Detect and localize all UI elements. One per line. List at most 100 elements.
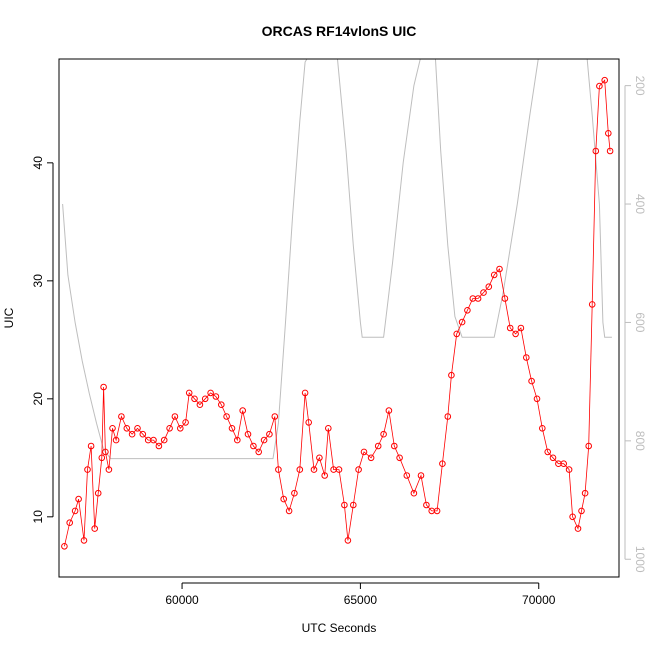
- uic-point: [458, 318, 466, 326]
- uic-point: [581, 489, 589, 497]
- uic-point: [80, 537, 88, 544]
- uic-point: [444, 413, 452, 420]
- uic-point: [350, 501, 357, 509]
- uic-point: [433, 507, 441, 515]
- uic-point: [506, 324, 514, 332]
- uic-point: [592, 147, 600, 155]
- uic-point: [605, 130, 612, 137]
- uic-point: [305, 419, 313, 426]
- y-tick-label: 10: [31, 510, 45, 524]
- uic-point: [166, 425, 173, 432]
- uic-point: [528, 377, 535, 385]
- uic-point: [533, 395, 541, 403]
- x-tick-label: 60000: [165, 593, 199, 607]
- uic-point: [109, 425, 116, 432]
- uic-point: [341, 501, 348, 509]
- uic-point: [501, 295, 509, 302]
- uic-point: [228, 425, 236, 432]
- uic-point: [578, 507, 585, 515]
- uic-point: [385, 407, 393, 414]
- uic-point: [155, 442, 163, 450]
- uic-point: [464, 307, 471, 314]
- uic-point: [123, 425, 131, 432]
- uic-point: [75, 495, 82, 503]
- uic-point: [391, 442, 398, 450]
- uic-point: [280, 495, 288, 503]
- uic-point: [335, 466, 343, 473]
- y-axis-label: UIC: [2, 307, 16, 328]
- uic-point: [196, 401, 204, 409]
- y-tick-label: 20: [31, 392, 45, 406]
- uic-point: [380, 430, 387, 438]
- y2-tick-label: 200: [633, 76, 647, 96]
- pressure-line: [62, 59, 612, 460]
- uic-point: [574, 525, 582, 532]
- axes: 60000 65000 70000 10 20 30 40 200 400 600 800 1000: [31, 76, 647, 607]
- uic-point: [601, 76, 609, 84]
- plot-frame: [58, 58, 620, 578]
- uic-point: [218, 401, 225, 409]
- uic-point: [403, 472, 411, 479]
- uic-point: [439, 460, 446, 468]
- uic-point: [565, 466, 573, 473]
- uic-point: [569, 513, 576, 521]
- uic-point: [66, 519, 73, 527]
- uic-point: [171, 413, 179, 420]
- uic-point: [606, 147, 614, 155]
- y2-tick-label: 1000: [633, 546, 647, 573]
- uic-point: [160, 436, 168, 444]
- uic-point: [291, 489, 298, 497]
- uic-point: [100, 383, 107, 391]
- uic-point: [87, 442, 95, 450]
- uic-point: [234, 436, 241, 444]
- uic-point: [453, 330, 461, 338]
- uic-point: [485, 283, 493, 291]
- uic-point: [480, 289, 487, 296]
- chart-title: ORCAS RF14vlonS UIC: [262, 23, 417, 39]
- uic-point: [496, 265, 503, 273]
- x-axis-label: UTC Seconds: [302, 621, 377, 635]
- uic-point: [544, 448, 552, 456]
- uic-point: [177, 425, 184, 432]
- uic-point: [596, 82, 603, 90]
- uic-point: [61, 543, 68, 550]
- uic-point: [423, 501, 430, 509]
- uic-point: [84, 466, 91, 473]
- uic-point: [102, 448, 109, 456]
- uic-point: [94, 489, 102, 497]
- uic-point: [128, 430, 136, 438]
- x-tick-label: 70000: [522, 593, 556, 607]
- uic-point: [316, 454, 323, 462]
- uic-point: [344, 537, 352, 544]
- uic-point: [271, 413, 279, 420]
- uic-point: [275, 466, 282, 473]
- uic-point: [474, 295, 482, 302]
- uic-point: [255, 448, 263, 456]
- uic-point: [355, 466, 362, 473]
- uic-point: [260, 436, 268, 444]
- uic-point: [512, 330, 519, 338]
- uic-point: [112, 436, 120, 444]
- uic-point: [310, 466, 318, 473]
- uic-point: [182, 419, 189, 426]
- uic-point: [448, 371, 455, 379]
- uic-point: [410, 489, 418, 497]
- uic-point: [266, 430, 273, 438]
- uic-line: [64, 79, 611, 547]
- uic-point: [212, 393, 220, 400]
- uic-point: [285, 507, 293, 515]
- uic-point: [118, 413, 125, 420]
- uic-point: [325, 425, 332, 432]
- uic-point: [105, 466, 113, 473]
- uic-point: [523, 354, 530, 361]
- uic-point: [201, 395, 209, 403]
- uic-point: [139, 430, 147, 438]
- uic-point: [244, 430, 252, 438]
- uic-point: [91, 525, 98, 532]
- uic-point: [239, 407, 246, 414]
- plot-area: [61, 59, 614, 550]
- uic-point: [191, 395, 198, 403]
- y2-tick-label: 600: [633, 312, 647, 332]
- uic-point: [585, 442, 593, 450]
